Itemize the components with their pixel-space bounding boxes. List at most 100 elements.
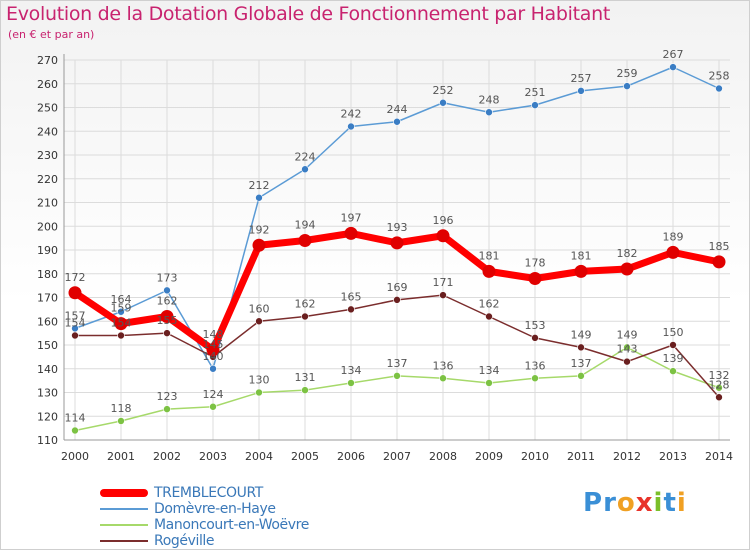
data-label: 148 — [203, 328, 224, 341]
data-point — [485, 312, 493, 321]
data-label: 267 — [663, 48, 684, 61]
data-point — [163, 329, 171, 337]
data-label: 164 — [111, 293, 132, 306]
data-label: 131 — [295, 371, 316, 384]
legend-label-domevre-en-haye: Domèvre-en-Haye — [154, 501, 276, 517]
data-label: 182 — [617, 247, 638, 260]
data-label: 252 — [433, 84, 454, 97]
data-label: 159 — [111, 302, 132, 315]
data-label: 189 — [663, 230, 684, 243]
x-tick-label: 2008 — [429, 450, 457, 463]
data-label: 162 — [157, 295, 178, 308]
x-tick-label: 2010 — [521, 450, 549, 463]
data-point — [163, 286, 171, 295]
x-tick-label: 2002 — [153, 450, 181, 463]
legend-item-domevre-en-haye: Domèvre-en-Haye — [100, 501, 309, 517]
data-point — [114, 317, 128, 331]
data-label: 242 — [341, 108, 362, 121]
data-point — [620, 262, 634, 276]
data-point — [669, 63, 677, 71]
logo-letter: P — [583, 488, 604, 518]
data-label: 128 — [709, 378, 730, 391]
y-tick-label: 120 — [37, 410, 58, 423]
y-tick-label: 230 — [37, 149, 58, 162]
legend-item-tremblecourt: TREMBLECOURT — [100, 485, 309, 501]
data-label: 140 — [203, 350, 224, 363]
y-tick-label: 270 — [37, 54, 58, 67]
data-point — [531, 101, 539, 109]
data-label: 259 — [617, 67, 638, 80]
chart-subtitle: (en € et par an) — [8, 28, 95, 41]
data-point — [344, 226, 358, 240]
x-tick-label: 2006 — [337, 450, 365, 463]
data-point — [574, 264, 588, 278]
y-tick-label: 110 — [37, 434, 58, 447]
data-label: 251 — [525, 86, 546, 99]
data-point — [160, 310, 174, 323]
x-tick-label: 2005 — [291, 450, 319, 463]
line-chart: 110 120 130 140 150 160 170 180 190 200 210 220 230 2… — [37, 48, 733, 463]
data-point — [623, 343, 631, 352]
y-tick-label: 180 — [37, 268, 58, 281]
data-point — [577, 372, 585, 380]
data-label: 224 — [295, 150, 316, 163]
proxiti-logo: Proxiti — [583, 488, 687, 518]
axes — [63, 54, 730, 441]
data-label: 154 — [111, 317, 132, 330]
legend-swatch-domevre-en-haye — [100, 508, 148, 510]
data-label: 171 — [433, 276, 454, 289]
data-point — [715, 84, 723, 93]
data-point — [577, 87, 585, 95]
data-point — [163, 405, 171, 413]
data-label: 178 — [525, 257, 546, 270]
data-point — [301, 386, 309, 394]
data-point — [347, 305, 355, 314]
series-lines — [68, 63, 726, 435]
y-tick-label: 190 — [37, 244, 58, 257]
legend-swatch-tremblecourt — [100, 489, 148, 497]
data-label: 212 — [249, 179, 270, 192]
data-label: 149 — [617, 328, 638, 341]
x-tick-label: 2011 — [567, 450, 595, 463]
data-label: 165 — [341, 290, 362, 303]
data-label: 154 — [65, 317, 86, 330]
data-point — [485, 379, 493, 387]
data-point — [531, 374, 539, 383]
data-label: 137 — [571, 357, 592, 370]
data-point — [623, 357, 631, 366]
grid-lines — [64, 59, 730, 441]
legend-label-tremblecourt: TREMBLECOURT — [154, 485, 263, 501]
x-tick-label: 2014 — [705, 450, 733, 463]
data-label: 153 — [525, 319, 546, 332]
data-point — [252, 238, 266, 252]
data-label: 155 — [157, 314, 178, 327]
data-label: 162 — [479, 298, 500, 311]
x-tick-label: 2012 — [613, 450, 641, 463]
y-tick-label: 250 — [37, 102, 58, 115]
y-tick-label: 220 — [37, 173, 58, 186]
data-point — [71, 331, 79, 340]
data-label: 258 — [709, 70, 730, 83]
data-label: 185 — [709, 240, 730, 253]
logo-letter: i — [653, 488, 664, 518]
y-tick-label: 210 — [37, 197, 58, 210]
data-point — [482, 264, 496, 278]
legend-label-manoncourt-en-woevre: Manoncourt-en-Woëvre — [154, 517, 309, 533]
data-label: 173 — [157, 271, 178, 284]
data-point — [393, 372, 401, 380]
legend-swatch-manoncourt-en-woevre — [100, 524, 148, 526]
data-point — [712, 255, 726, 269]
data-point — [68, 286, 82, 300]
legend-item-rogeville: Rogéville — [100, 533, 309, 549]
legend-item-manoncourt-en-woevre: Manoncourt-en-Woëvre — [100, 517, 309, 533]
data-point — [439, 374, 447, 383]
y-tick-label: 170 — [37, 292, 58, 305]
y-tick-label: 160 — [37, 315, 58, 328]
data-point — [301, 312, 309, 321]
data-point — [117, 417, 125, 425]
legend: TREMBLECOURT Domèvre-en-Haye Manoncourt-… — [100, 485, 309, 549]
data-point — [669, 367, 677, 375]
x-tick-label: 2000 — [61, 450, 89, 463]
logo-letter: t — [663, 488, 677, 518]
x-tick-label: 2004 — [245, 450, 273, 463]
